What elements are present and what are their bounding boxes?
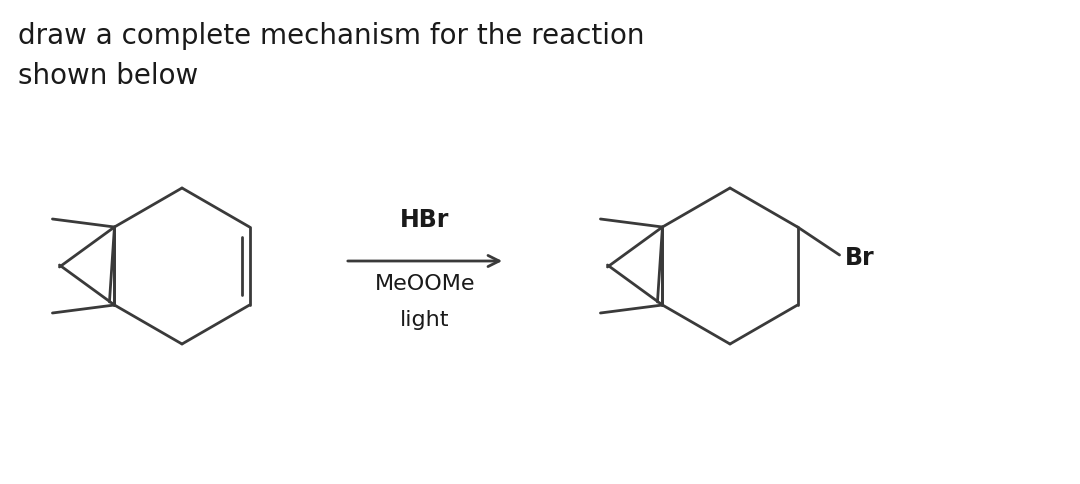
Text: shown below: shown below: [18, 62, 199, 90]
Text: Br: Br: [845, 245, 874, 270]
Text: light: light: [401, 309, 449, 329]
Text: draw a complete mechanism for the reaction: draw a complete mechanism for the reacti…: [18, 22, 645, 50]
Text: HBr: HBr: [401, 208, 449, 231]
Text: MeOOMe: MeOOMe: [375, 273, 475, 293]
